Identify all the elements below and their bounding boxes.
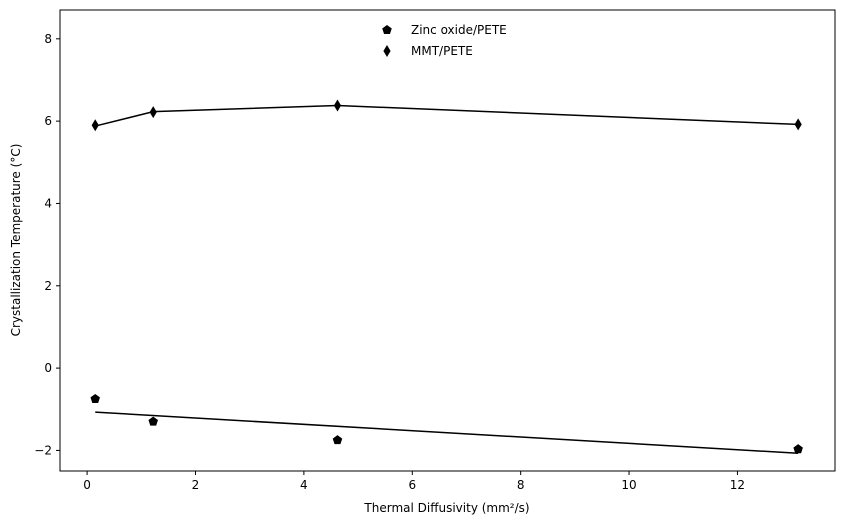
x-tick-label: 4	[300, 478, 308, 492]
plot-area	[90, 99, 803, 455]
zinc-oxide-point	[90, 393, 100, 404]
zinc-oxide-point	[793, 444, 803, 454]
x-tick-label: 6	[408, 478, 416, 492]
y-tick-label: 8	[44, 32, 52, 46]
y-tick-label: 0	[44, 361, 52, 375]
legend: Zinc oxide/PETE MMT/PETE	[382, 23, 507, 58]
y-tick-label: 4	[44, 196, 52, 210]
legend-label-mmt: MMT/PETE	[411, 44, 473, 58]
x-tick-label: 8	[517, 478, 525, 492]
x-tick-label: 2	[192, 478, 200, 492]
zinc-oxide-point	[148, 416, 158, 426]
legend-marker-zinc-oxide	[382, 25, 392, 35]
mmt-point	[333, 99, 342, 112]
x-tick-label: 10	[621, 478, 636, 492]
y-axis-label: Crystallization Temperature (°C)	[9, 144, 23, 337]
plot-frame	[59, 9, 836, 472]
y-axis: −2 0 2 4 6 8	[34, 32, 60, 457]
y-tick-label: 2	[44, 279, 52, 293]
mmt-point	[91, 119, 99, 132]
legend-marker-mmt	[383, 45, 391, 57]
mmt-point	[149, 106, 157, 119]
mmt-fit-line	[95, 104, 799, 127]
x-axis-label: Thermal Diffusivity (mm²/s)	[363, 501, 529, 515]
zinc-oxide-fit-line	[95, 411, 799, 455]
y-tick-label: −2	[34, 443, 52, 457]
x-tick-label: 12	[730, 478, 745, 492]
x-axis: 0 2 4 6 8 10 12	[83, 471, 745, 492]
zinc-oxide-point	[332, 435, 343, 445]
y-tick-label: 6	[44, 114, 52, 128]
legend-label-zinc-oxide: Zinc oxide/PETE	[411, 23, 507, 37]
mmt-point	[794, 118, 802, 131]
x-tick-label: 0	[83, 478, 91, 492]
